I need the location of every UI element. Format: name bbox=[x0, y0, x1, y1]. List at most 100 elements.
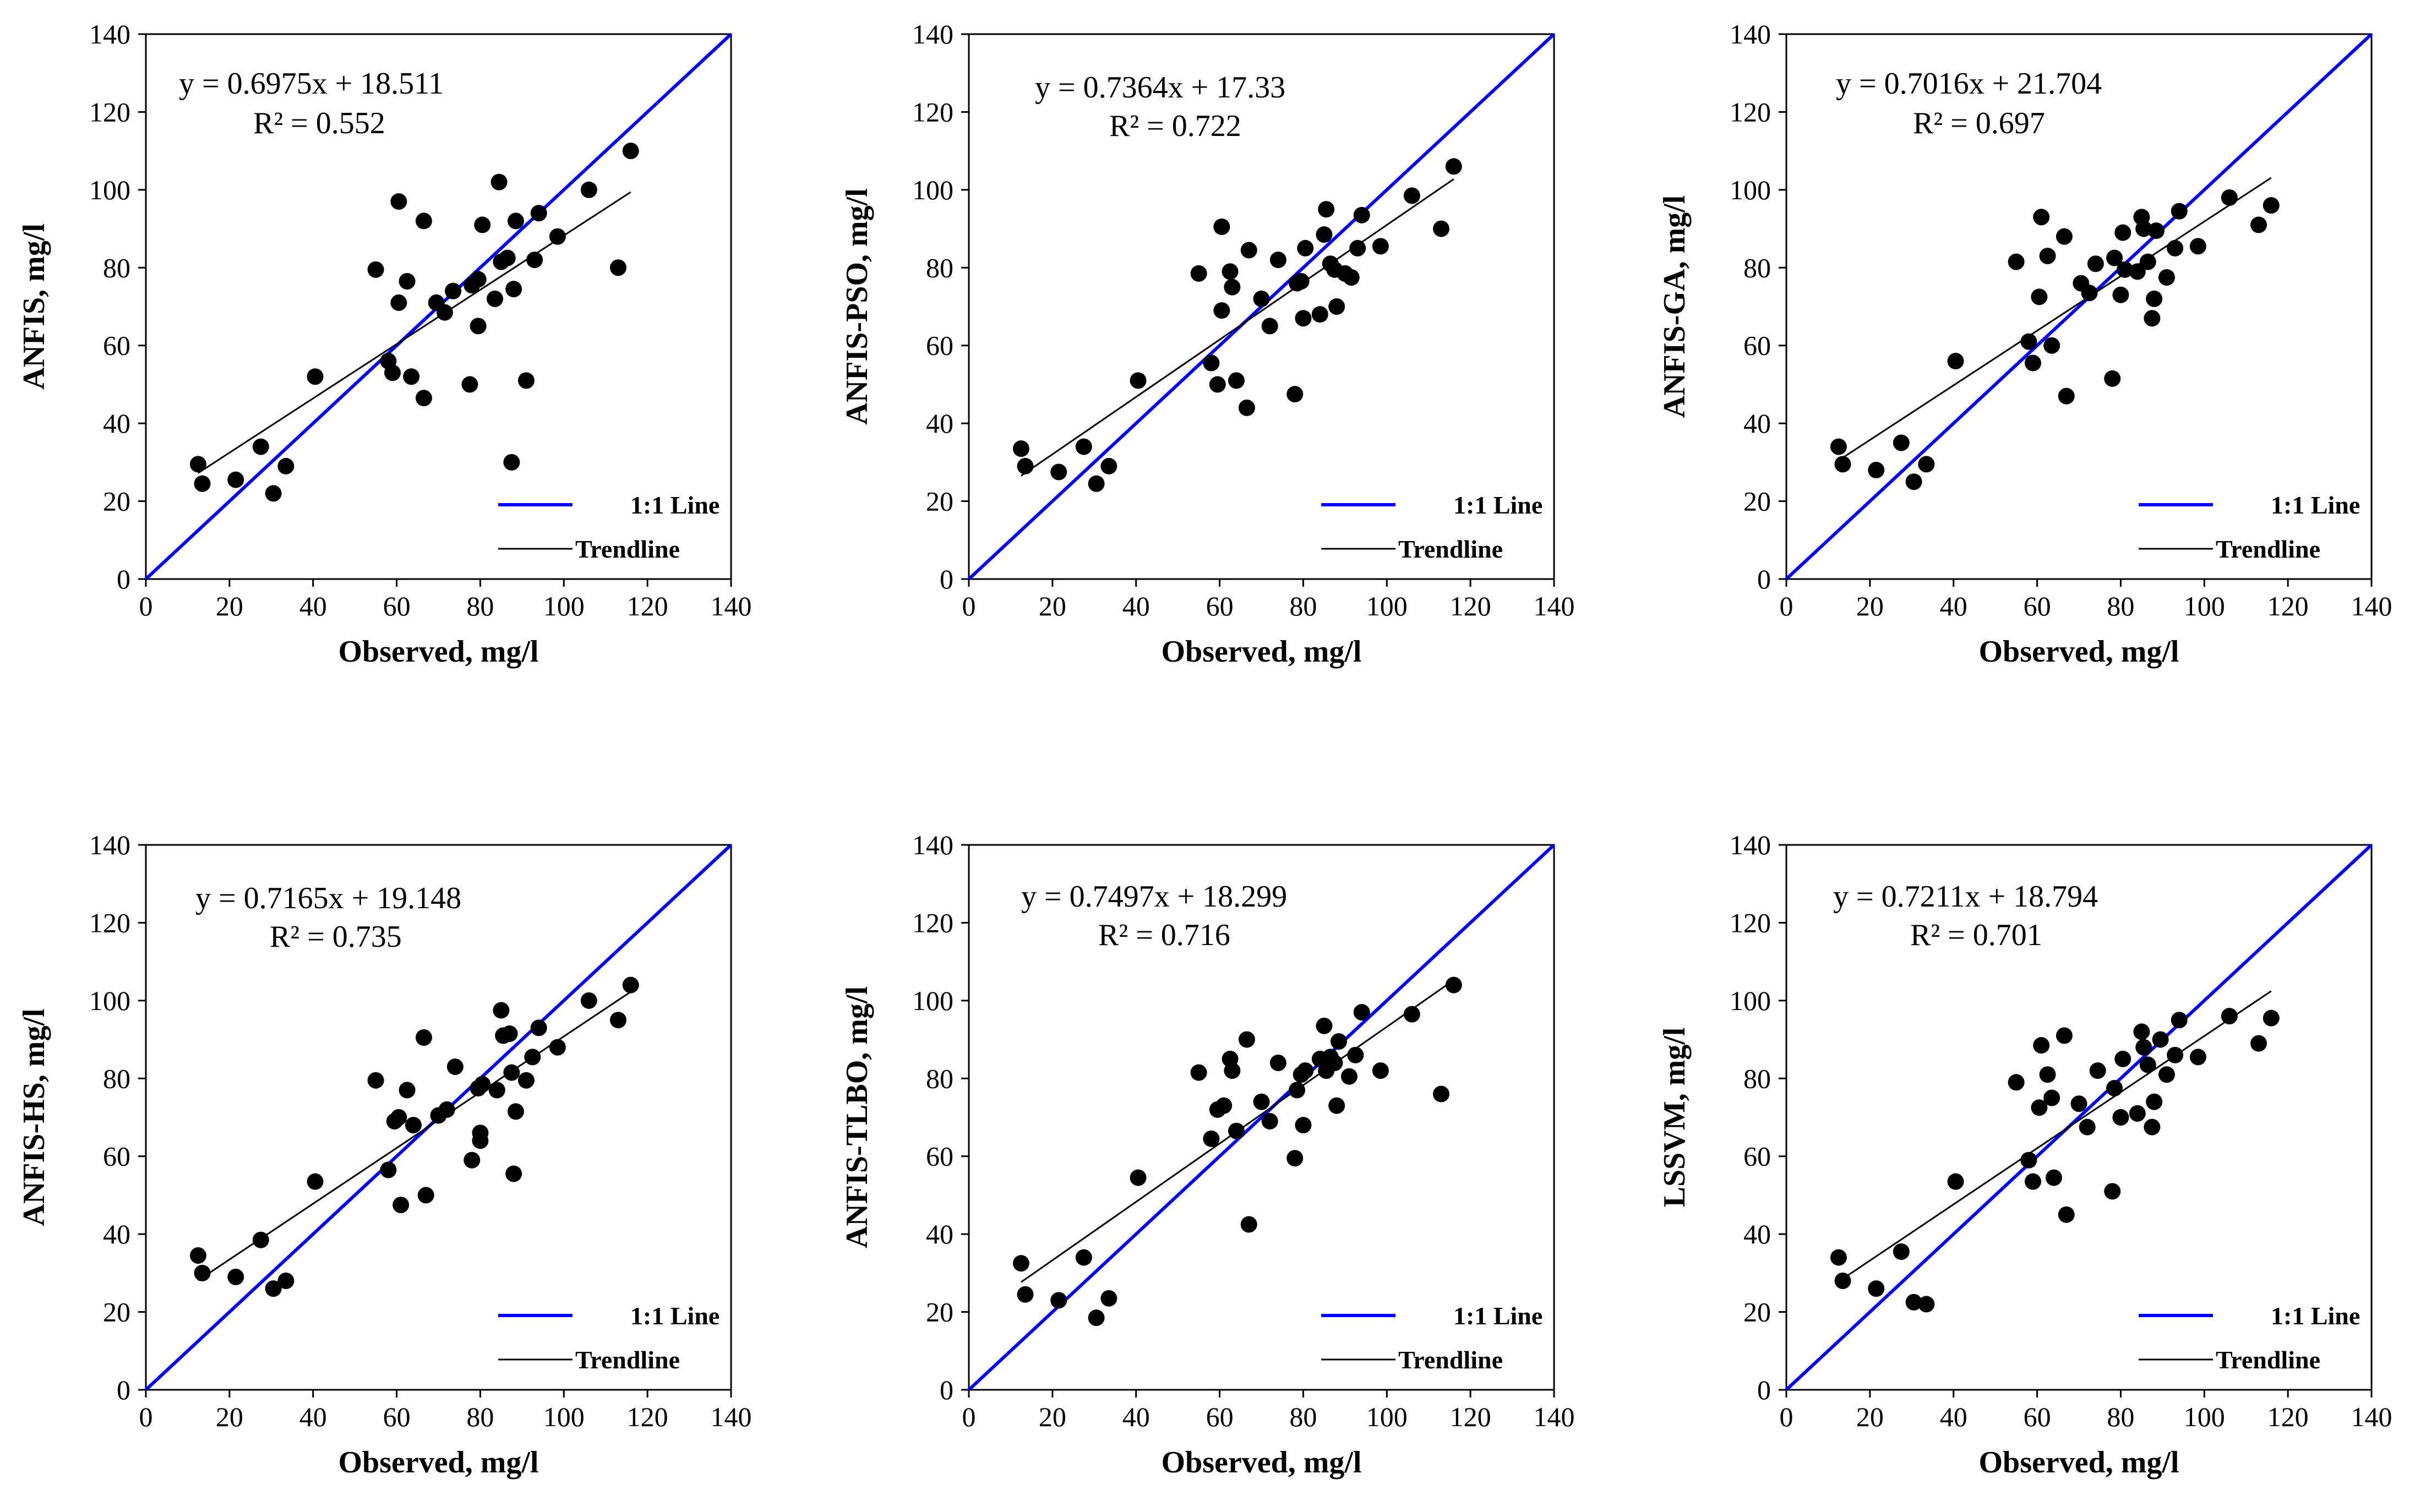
data-point bbox=[2263, 197, 2280, 214]
y-tick-label: 140 bbox=[1730, 829, 1771, 860]
data-point bbox=[1017, 457, 1034, 474]
x-tick-label: 100 bbox=[1366, 1401, 1408, 1432]
data-point bbox=[2189, 238, 2206, 255]
data-point bbox=[488, 1082, 505, 1099]
x-tick-label: 40 bbox=[1940, 1401, 1967, 1432]
data-point bbox=[1238, 1031, 1255, 1048]
data-point bbox=[530, 205, 547, 222]
data-point bbox=[2031, 1099, 2048, 1116]
x-tick-label: 120 bbox=[2267, 591, 2309, 621]
data-point bbox=[390, 294, 407, 311]
data-point bbox=[1868, 1280, 1885, 1297]
data-point bbox=[1343, 269, 1360, 286]
x-tick-label: 80 bbox=[1289, 1401, 1317, 1432]
data-point bbox=[490, 173, 508, 190]
data-point bbox=[2171, 1012, 2188, 1029]
plot-frame bbox=[968, 844, 1555, 1391]
trend-equation: y = 0.7165x + 19.148 bbox=[195, 881, 461, 915]
x-tick-label: 120 bbox=[1450, 1401, 1491, 1432]
y-tick-label: 100 bbox=[1730, 985, 1771, 1016]
data-point bbox=[277, 457, 295, 474]
data-point bbox=[2171, 203, 2188, 220]
legend-trendline-label: Trendline bbox=[1398, 535, 1503, 563]
legend-trendline-label: Trendline bbox=[575, 1346, 680, 1374]
data-point bbox=[2058, 387, 2075, 405]
plot-frame bbox=[1785, 33, 2373, 580]
data-point bbox=[2031, 288, 2048, 305]
data-point bbox=[1947, 353, 1964, 369]
data-point bbox=[2146, 290, 2163, 307]
data-point bbox=[1295, 310, 1312, 327]
x-tick-label: 20 bbox=[216, 1401, 243, 1432]
plot-frame bbox=[145, 33, 732, 580]
data-point bbox=[399, 1082, 416, 1099]
data-point bbox=[1289, 1082, 1306, 1099]
x-tick-label: 100 bbox=[543, 1401, 585, 1432]
x-axis-title: Observed, mg/l bbox=[339, 1445, 539, 1480]
data-point bbox=[1868, 462, 1885, 478]
data-point bbox=[622, 976, 639, 994]
data-point bbox=[1347, 1046, 1364, 1063]
x-tick-label: 120 bbox=[627, 1401, 668, 1432]
data-point bbox=[2133, 1023, 2150, 1040]
data-point bbox=[1893, 434, 1910, 451]
data-point bbox=[1269, 252, 1286, 269]
y-tick-label: 60 bbox=[1743, 330, 1771, 361]
data-point bbox=[2039, 1066, 2056, 1083]
y-tick-label: 100 bbox=[912, 174, 953, 205]
x-axis-title: Observed, mg/l bbox=[1979, 635, 2179, 669]
y-tick-label: 140 bbox=[1730, 19, 1771, 50]
data-point bbox=[1100, 1290, 1117, 1307]
data-point bbox=[189, 1247, 206, 1264]
r-squared: R² = 0.735 bbox=[270, 920, 402, 954]
data-point bbox=[403, 368, 420, 385]
data-point bbox=[399, 273, 416, 290]
data-point bbox=[1238, 399, 1255, 416]
data-point bbox=[1261, 318, 1278, 335]
data-point bbox=[1328, 298, 1345, 315]
panel-anfis-ga: 00 20 20 40 40 60 60 80 80 100 100 120 120 140 140 Obse… bbox=[1658, 19, 2392, 669]
data-point bbox=[1905, 1293, 1922, 1311]
data-point bbox=[2189, 1049, 2206, 1066]
y-tick-label: 20 bbox=[926, 486, 953, 517]
x-tick-label: 140 bbox=[1534, 591, 1575, 621]
data-point bbox=[1353, 1004, 1370, 1021]
data-point bbox=[2139, 253, 2156, 270]
data-point bbox=[487, 290, 504, 307]
data-point bbox=[1286, 1150, 1304, 1167]
y-axis-title: ANFIS-GA, mg/l bbox=[1658, 195, 1692, 418]
x-tick-label: 0 bbox=[1780, 1401, 1793, 1432]
y-tick-label: 40 bbox=[103, 408, 130, 439]
y-tick-label: 20 bbox=[103, 486, 130, 517]
x-tick-label: 100 bbox=[2184, 1401, 2225, 1432]
data-point bbox=[472, 1132, 489, 1149]
data-point bbox=[609, 259, 626, 276]
r-squared: R² = 0.701 bbox=[1910, 918, 2042, 952]
trend-equation: y = 0.7016x + 21.704 bbox=[1836, 67, 2102, 101]
y-tick-label: 20 bbox=[103, 1297, 130, 1328]
x-tick-label: 140 bbox=[711, 591, 752, 621]
data-point bbox=[2043, 1089, 2060, 1106]
data-point bbox=[2135, 1039, 2152, 1056]
x-tick-label: 0 bbox=[962, 591, 976, 621]
trendline bbox=[1838, 990, 2272, 1282]
data-point bbox=[501, 1025, 518, 1042]
data-point bbox=[2039, 248, 2056, 265]
trendline bbox=[1838, 177, 2272, 461]
y-tick-label: 0 bbox=[1757, 564, 1771, 594]
data-point bbox=[1253, 290, 1270, 307]
data-point bbox=[1918, 1296, 1935, 1313]
data-point bbox=[2250, 216, 2267, 233]
one-to-one-line bbox=[1785, 843, 2373, 1391]
y-tick-label: 80 bbox=[926, 252, 953, 283]
trendline bbox=[198, 191, 631, 474]
data-point bbox=[1222, 263, 1239, 280]
y-tick-label: 40 bbox=[926, 1219, 953, 1249]
x-axis-title: Observed, mg/l bbox=[339, 635, 539, 669]
data-point bbox=[2112, 286, 2129, 303]
x-tick-label: 40 bbox=[299, 591, 327, 621]
data-point bbox=[507, 1103, 524, 1120]
data-point bbox=[415, 390, 432, 407]
data-point bbox=[265, 485, 282, 502]
data-point bbox=[1316, 226, 1333, 243]
